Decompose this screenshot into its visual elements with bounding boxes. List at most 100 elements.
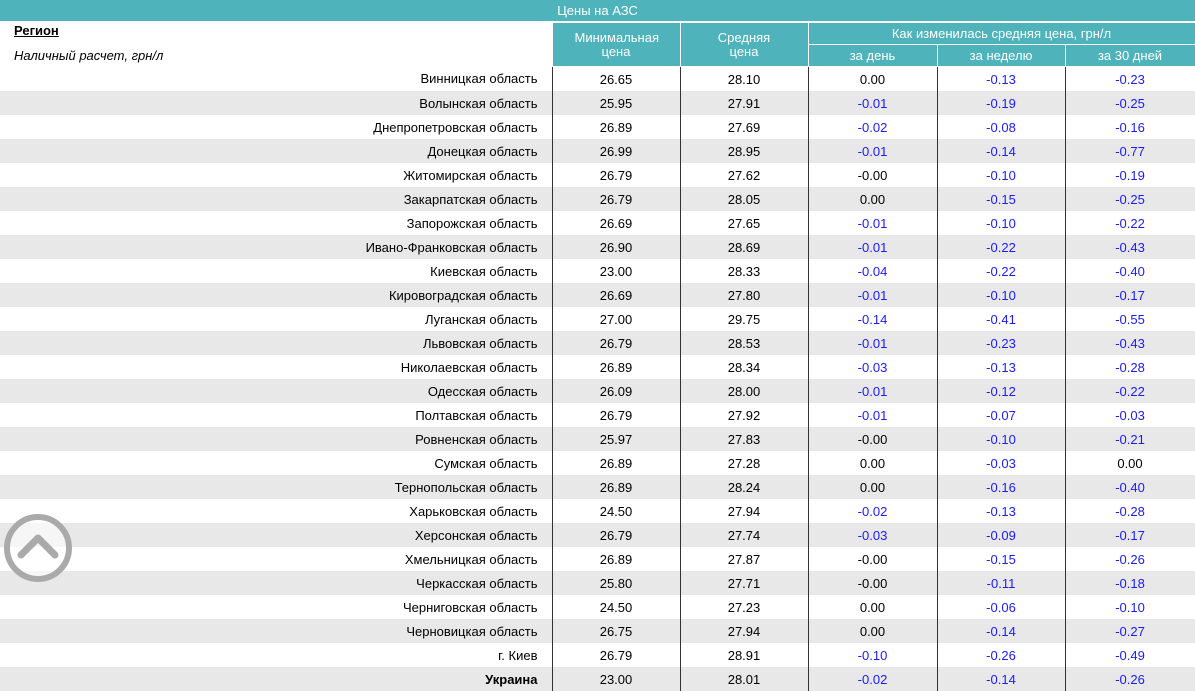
week-change: -0.41 <box>936 307 1066 331</box>
min-price: 26.79 <box>551 523 681 547</box>
week-change: -0.22 <box>936 259 1066 283</box>
month-change: -0.25 <box>1064 91 1195 115</box>
table-row: Киевская область 23.00 28.33 -0.04 -0.22 -0.4… <box>0 259 1195 283</box>
table-row: Тернопольская область 26.89 28.24 0.00 -0.16… <box>0 475 1195 499</box>
month-change: -0.40 <box>1064 475 1195 499</box>
region: Николаевская область <box>400 359 538 375</box>
day-change: -0.02 <box>807 667 938 691</box>
region: Тернопольская область <box>0 475 552 499</box>
change-header: Как изменилась средняя цена, грн/л <box>807 22 1195 45</box>
week-change: -0.09 <box>936 523 1066 547</box>
week-change: -0.10 <box>936 427 1066 451</box>
avg-price: 28.10 <box>679 66 809 91</box>
min-price: 25.97 <box>551 427 681 451</box>
min-price: 23.00 <box>551 259 681 283</box>
table-row: Хмельницкая область 26.89 27.87 -0.00 -0.15-… <box>0 547 1195 571</box>
table-row: Закарпатская область 26.79 28.05 0.00 -0.15-… <box>0 187 1195 211</box>
avg-price: 28.00 <box>679 379 809 403</box>
day-change: -0.01 <box>807 91 938 115</box>
day-change: 0.00 <box>807 475 938 499</box>
week-change: -0.22 <box>936 235 1066 259</box>
table-row: Винницкая область 26.65 28.10 0.00 -0.13 -0.2… <box>0 66 1195 91</box>
week-change: -0.14 <box>936 667 1066 691</box>
day-change: -0.01 <box>807 283 938 307</box>
week-change: -0.13 <box>936 66 1066 91</box>
min-price: 26.75 <box>551 619 681 643</box>
region: Украина <box>0 667 552 691</box>
avg-price: 27.87 <box>679 547 809 571</box>
min-price: 26.99 <box>551 139 681 163</box>
table-row: Харьковская область 24.50 27.94 -0.02 -0.13-… <box>0 499 1195 523</box>
region: Черниговская область <box>402 599 538 615</box>
day-change: -0.14 <box>807 307 938 331</box>
day-change: -0.01 <box>807 235 938 259</box>
min-price: 26.65 <box>551 66 681 91</box>
day-change: -0.00 <box>807 427 938 451</box>
region: Донецкая область <box>0 139 552 163</box>
avg-price: 27.28 <box>679 451 809 475</box>
region: Сумская область <box>434 455 538 471</box>
table-row: Черкасская область 25.80 27.71 -0.00 -0.11 -0… <box>0 571 1195 595</box>
table-row: Черниговская область 24.50 27.23 0.00 -0.06-… <box>0 595 1195 619</box>
table-row: Черновицкая область 26.75 27.94 0.00 -0.14 -0… <box>0 619 1195 643</box>
day-change: -0.02 <box>807 499 938 523</box>
month-change: -0.19 <box>1064 163 1195 187</box>
min-price: 26.79 <box>551 331 681 355</box>
avg-header: Средняя цена <box>679 22 809 67</box>
avg-price: 27.74 <box>679 523 809 547</box>
min-price: 26.90 <box>551 235 681 259</box>
week-change: -0.10 <box>936 163 1066 187</box>
day-change: -0.01 <box>807 403 938 427</box>
week-change: -0.14 <box>936 619 1066 643</box>
month-change: -0.16 <box>1064 115 1195 139</box>
region: Кировоградская область <box>0 283 552 307</box>
month-change: -0.28 <box>1064 355 1195 379</box>
min-price: 26.79 <box>551 187 681 211</box>
week-change: -0.23 <box>936 331 1066 355</box>
scroll-up-button[interactable] <box>3 513 73 583</box>
min-price: 26.79 <box>551 403 681 427</box>
day-change: -0.02 <box>807 115 938 139</box>
avg-price: 28.53 <box>679 331 809 355</box>
month-change: -0.22 <box>1064 379 1195 403</box>
month-change: -0.43 <box>1064 331 1195 355</box>
table-row: Херсонская область 26.79 27.74 -0.03 -0.09 -0… <box>0 523 1195 547</box>
avg-price: 28.34 <box>679 355 809 379</box>
avg-price: 28.91 <box>679 643 809 667</box>
min-header: Минимальная цена <box>551 22 681 67</box>
month-header: за 30 дней <box>1064 44 1195 67</box>
region: г. Киев <box>498 647 538 663</box>
table-row: Ивано-Франковская область 26.90 28.69 -0.01… <box>0 235 1195 259</box>
min-price: 23.00 <box>551 667 681 691</box>
month-change: -0.17 <box>1064 283 1195 307</box>
table-row: Луганская область 27.00 29.75 -0.14 -0.41 -0.… <box>0 307 1195 331</box>
day-change: -0.00 <box>807 547 938 571</box>
avg-price: 28.05 <box>679 187 809 211</box>
avg-price: 28.33 <box>679 259 809 283</box>
region: Одесская область <box>0 379 552 403</box>
month-change: 0.00 <box>1064 451 1195 475</box>
region: Харьковская область <box>409 503 538 519</box>
day-change: 0.00 <box>807 595 938 619</box>
region: Ровненская область <box>0 427 552 451</box>
region: Волынская область <box>0 91 552 115</box>
week-change: -0.06 <box>936 595 1066 619</box>
region: Житомирская область <box>403 167 538 183</box>
week-change: -0.03 <box>936 451 1066 475</box>
avg-price: 28.95 <box>679 139 809 163</box>
month-change: -0.26 <box>1064 547 1195 571</box>
region: Днепропетровская область <box>373 119 538 135</box>
day-change: 0.00 <box>807 451 938 475</box>
region: Херсонская область <box>0 523 552 547</box>
week-change: -0.07 <box>936 403 1066 427</box>
month-change: -0.55 <box>1064 307 1195 331</box>
month-change: -0.21 <box>1064 427 1195 451</box>
week-change: -0.15 <box>936 547 1066 571</box>
table-row: Запорожская область 26.69 27.65 -0.01 -0.10-… <box>0 211 1195 235</box>
table-row: Украина 23.00 28.01 -0.02 -0.14 -0.26 <box>0 667 1195 691</box>
week-change: -0.12 <box>936 379 1066 403</box>
month-change: -0.77 <box>1064 139 1195 163</box>
avg-price: 28.24 <box>679 475 809 499</box>
day-header: за день <box>807 44 938 67</box>
